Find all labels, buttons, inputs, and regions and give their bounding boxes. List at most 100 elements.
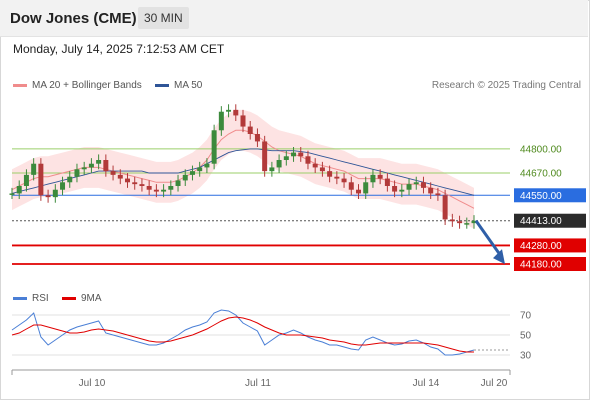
candle-body [204, 163, 210, 168]
candle-body [312, 163, 318, 168]
level-tag-resistance [514, 141, 586, 156]
legend-9ma: 9MA [62, 293, 102, 304]
candle-body [45, 195, 51, 198]
candle-body [370, 174, 376, 183]
candle-body [384, 178, 390, 186]
candle-body [247, 126, 253, 134]
level-tag-support [514, 257, 586, 271]
candle-body [218, 111, 224, 131]
candle-body [88, 163, 94, 168]
candle-body [125, 178, 130, 183]
candle-body [471, 220, 477, 224]
candle-body [435, 193, 441, 196]
candle-body [52, 189, 58, 198]
level-label-support: 44280.00 [520, 241, 562, 252]
candle-body [298, 152, 304, 157]
timeframe-badge[interactable]: 30 MIN [138, 7, 189, 29]
level-tag-last [514, 213, 586, 228]
candle-body [182, 174, 188, 181]
level-label-resistance: 44800.00 [520, 144, 562, 155]
rsi-9ma-line [11, 316, 474, 353]
candle-body [305, 156, 311, 164]
legend-9ma-swatch [62, 296, 76, 300]
candle-body [211, 130, 217, 164]
candle-body [16, 186, 22, 194]
candle-body [197, 167, 203, 172]
x-tick-label: Jul 10 [79, 378, 106, 389]
legend-ma20-label: MA 20 + Bollinger Bands [32, 80, 142, 91]
rsi-line [11, 309, 475, 356]
level-tag-resistance [514, 166, 586, 180]
level-label-resistance: 44670.00 [520, 169, 562, 180]
legend-9ma-label: 9MA [81, 293, 102, 304]
legend-ma50-swatch [155, 83, 169, 87]
candle-body [31, 163, 37, 175]
candle-body [153, 189, 159, 192]
candle-body [189, 171, 195, 175]
level-tag-support [514, 238, 586, 253]
level-label-support: 44180.00 [520, 260, 562, 271]
candle-body [327, 171, 333, 177]
legend-rsi-label: RSI [32, 293, 49, 304]
rsi-tick-label: 70 [520, 311, 532, 322]
candle-body [262, 141, 268, 172]
candle-body [67, 176, 73, 183]
ma50-line [11, 148, 475, 196]
x-tick-label: Jul 14 [413, 378, 440, 389]
legend-ma20-swatch [13, 83, 27, 87]
candle-body [81, 167, 87, 170]
timestamp: Monday, July 14, 2025 7:12:53 AM CET [13, 42, 225, 56]
candle-body [319, 167, 325, 172]
candle-body [132, 182, 138, 185]
level-label-pivot: 44550.00 [520, 191, 562, 202]
candle-body [442, 195, 448, 220]
candle-body [240, 115, 246, 127]
candle-body [269, 167, 275, 172]
x-tick-label: Jul 11 [245, 378, 271, 389]
candle-body [254, 134, 260, 142]
candle-body [413, 182, 419, 185]
level-label-last: 44413.00 [520, 216, 562, 227]
candle-body [146, 186, 152, 190]
candle-body [377, 174, 383, 179]
candle-body [117, 174, 123, 179]
candle-body [449, 219, 455, 222]
legend-rsi: RSI [13, 293, 49, 304]
candle-body [139, 184, 145, 186]
forecast-arrowhead [493, 249, 505, 265]
candle-body [226, 109, 232, 112]
candle-body [457, 221, 463, 224]
candle-body [175, 180, 181, 186]
candle-body [464, 223, 470, 225]
candle-body [348, 182, 354, 190]
candle-body [74, 169, 80, 177]
candle-body [38, 163, 44, 196]
candle-body [334, 176, 340, 179]
candle-body [283, 156, 289, 160]
candle-body [363, 182, 369, 194]
legend-rsi-swatch [13, 296, 27, 300]
legend-ma20: MA 20 + Bollinger Bands [13, 80, 142, 91]
candle-body [233, 109, 239, 116]
rsi-tick-label: 30 [520, 351, 532, 362]
candle-body [110, 171, 116, 175]
instrument-title: Dow Jones (CME) [10, 10, 137, 27]
legend-ma50-label: MA 50 [174, 80, 203, 91]
rsi-tick-label: 50 [520, 331, 532, 342]
candle-body [9, 193, 15, 195]
candle-body [356, 189, 361, 194]
candle-body [341, 178, 347, 183]
candle-body [161, 189, 167, 192]
candle-body [406, 184, 412, 190]
candle-body [291, 152, 297, 157]
candle-body [392, 186, 398, 192]
candle-body [276, 160, 282, 168]
candle-body [103, 160, 109, 172]
level-tag-pivot [514, 188, 586, 203]
candle-body [399, 189, 405, 192]
x-tick-label: Jul 20 [481, 378, 508, 389]
candle-body [420, 182, 426, 188]
legend-ma50: MA 50 [155, 80, 202, 91]
